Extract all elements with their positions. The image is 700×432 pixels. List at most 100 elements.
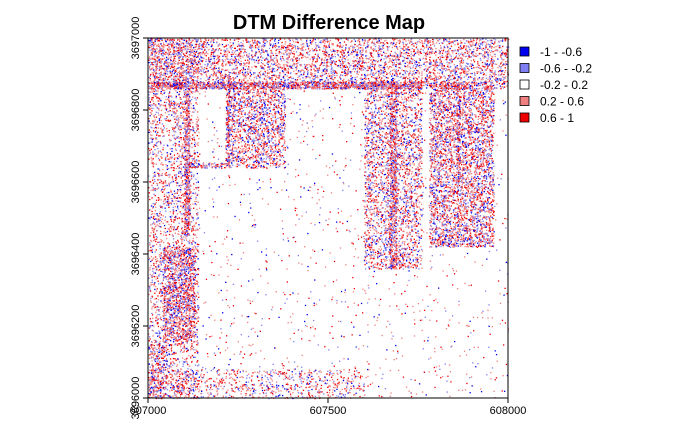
raster-cell [175,256,177,259]
raster-cell [165,156,167,159]
raster-cell [379,367,381,369]
raster-cell [293,368,295,371]
raster-cell [394,293,396,295]
raster-cell [159,226,161,228]
raster-cell [198,62,200,64]
raster-cell [190,357,192,359]
raster-cell [207,39,210,41]
raster-cell [174,269,176,271]
raster-cell [234,50,237,52]
raster-cell [167,145,169,147]
raster-cell [158,109,160,111]
raster-cell [191,171,193,173]
raster-cell [155,297,157,300]
raster-cell [190,385,192,387]
raster-cell [177,124,179,127]
raster-cell [191,345,193,347]
raster-cell [175,176,177,178]
raster-cell [198,160,200,162]
raster-cell [340,83,343,85]
raster-cell [452,212,454,214]
raster-cell [218,292,220,294]
raster-cell [174,67,176,69]
raster-cell [165,96,167,98]
raster-cell [377,183,380,185]
raster-cell [290,377,292,379]
raster-cell [159,47,161,49]
raster-cell [178,245,180,247]
raster-cell [168,98,170,100]
raster-cell [449,319,451,321]
raster-cell [494,205,496,208]
raster-cell [153,235,155,237]
raster-cell [174,113,176,115]
raster-cell [160,300,162,302]
raster-cell [246,129,249,132]
difference-raster [148,38,510,400]
raster-cell [155,163,157,165]
raster-cell [455,56,457,58]
raster-cell [155,71,158,73]
raster-cell [169,395,171,397]
raster-cell [154,153,156,155]
raster-cell [317,77,319,79]
raster-cell [332,165,334,167]
raster-cell [190,208,192,210]
raster-cell [407,96,409,98]
raster-cell [152,122,154,125]
raster-cell [174,252,177,254]
raster-cell [183,90,185,92]
raster-cell [180,47,183,49]
raster-cell [479,67,481,69]
raster-cell [373,99,375,102]
raster-cell [167,246,169,248]
raster-cell [162,186,164,188]
raster-cell [334,98,336,100]
raster-cell [196,228,198,230]
raster-cell [185,277,187,280]
raster-cell [459,355,461,357]
raster-cell [206,118,208,120]
raster-cell [233,68,235,71]
raster-cell [191,158,193,160]
raster-cell [176,384,179,386]
raster-cell [186,349,188,351]
raster-cell [163,351,166,353]
raster-cell [198,46,200,48]
raster-cell [169,51,172,53]
raster-cell [183,118,185,120]
raster-cell [267,282,269,284]
raster-cell [156,123,158,125]
raster-cell [161,129,163,131]
raster-cell [397,350,399,352]
raster-cell [197,317,199,319]
raster-cell [167,279,169,281]
raster-cell [362,65,364,67]
raster-cell [151,97,153,99]
raster-cell [329,211,331,213]
raster-cell [152,257,155,260]
raster-cell [254,331,256,333]
raster-cell [347,38,349,40]
raster-cell [195,269,197,272]
raster-cell [151,259,153,261]
raster-cell [157,322,159,324]
raster-cell [167,376,169,378]
raster-cell [374,324,376,326]
raster-cell [220,266,222,268]
raster-cell [247,316,249,318]
raster-cell [195,200,197,203]
raster-cell [364,394,366,396]
raster-cell [149,218,151,220]
raster-cell [193,376,195,378]
raster-cell [174,390,176,392]
raster-cell [159,392,162,394]
raster-cell [209,75,211,78]
raster-cell [183,46,186,48]
raster-cell [461,54,464,56]
raster-cell [193,356,195,358]
raster-cell [287,163,289,165]
raster-cell [168,382,170,385]
raster-cell [166,144,168,146]
raster-cell [182,96,185,98]
